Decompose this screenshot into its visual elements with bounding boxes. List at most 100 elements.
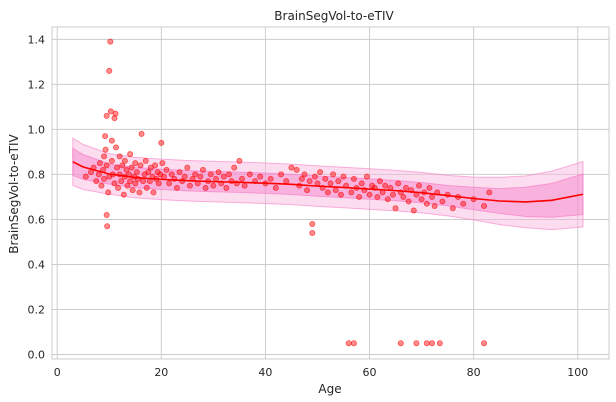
data-point bbox=[395, 180, 402, 187]
data-point bbox=[278, 171, 285, 178]
data-point bbox=[283, 178, 290, 185]
data-point bbox=[397, 340, 404, 347]
data-point bbox=[104, 223, 111, 230]
data-point bbox=[202, 184, 209, 191]
data-point bbox=[322, 175, 329, 182]
x-tick-label: 40 bbox=[258, 366, 272, 379]
data-point bbox=[132, 160, 139, 167]
data-point bbox=[324, 189, 331, 196]
grid bbox=[52, 27, 609, 359]
data-point bbox=[241, 182, 248, 189]
data-point bbox=[159, 160, 166, 167]
data-point bbox=[439, 198, 446, 205]
data-point bbox=[108, 157, 115, 164]
data-point bbox=[98, 182, 105, 189]
data-point bbox=[267, 175, 274, 182]
data-point bbox=[330, 171, 337, 178]
data-point bbox=[107, 108, 114, 115]
data-point bbox=[210, 182, 217, 189]
x-tick-label: 20 bbox=[154, 366, 168, 379]
data-point bbox=[348, 189, 355, 196]
y-tick-label: 0.4 bbox=[28, 258, 46, 271]
data-point bbox=[340, 173, 347, 180]
data-point bbox=[82, 173, 89, 180]
data-point bbox=[335, 178, 342, 185]
data-point bbox=[423, 200, 430, 207]
plot-frame bbox=[51, 26, 610, 360]
data-point bbox=[374, 193, 381, 200]
data-point bbox=[168, 171, 175, 178]
data-point bbox=[304, 187, 311, 194]
data-point bbox=[207, 171, 214, 178]
data-point bbox=[158, 139, 165, 146]
x-tick-label: 0 bbox=[54, 366, 61, 379]
data-point bbox=[410, 207, 417, 214]
data-point bbox=[133, 169, 140, 176]
data-point bbox=[288, 164, 295, 171]
data-point bbox=[392, 205, 399, 212]
data-point bbox=[332, 187, 339, 194]
data-point bbox=[460, 200, 467, 207]
data-point bbox=[127, 178, 134, 185]
y-axis-label: BrainSegVol-to-eTIV bbox=[7, 134, 21, 254]
data-point bbox=[225, 171, 232, 178]
data-point bbox=[481, 202, 488, 209]
data-point bbox=[384, 196, 391, 203]
data-point bbox=[166, 180, 173, 187]
data-point bbox=[382, 182, 389, 189]
data-point bbox=[136, 189, 143, 196]
data-point bbox=[293, 166, 300, 173]
data-point bbox=[215, 169, 222, 176]
data-point bbox=[132, 180, 139, 187]
data-point bbox=[103, 211, 110, 218]
data-point bbox=[143, 184, 150, 191]
data-point bbox=[142, 157, 149, 164]
data-point bbox=[111, 115, 118, 122]
data-point bbox=[106, 67, 113, 74]
y-tick-label: 1.4 bbox=[28, 33, 46, 46]
data-point bbox=[337, 191, 344, 198]
data-point bbox=[405, 198, 412, 205]
data-point bbox=[301, 171, 308, 178]
data-point bbox=[192, 171, 199, 178]
data-point bbox=[400, 193, 407, 200]
data-point bbox=[298, 175, 305, 182]
data-point bbox=[426, 184, 433, 191]
x-tick-label: 80 bbox=[467, 366, 481, 379]
data-point bbox=[95, 171, 102, 178]
data-point bbox=[327, 180, 334, 187]
data-point bbox=[102, 146, 109, 153]
y-tick-label: 0.0 bbox=[28, 348, 46, 361]
axes bbox=[51, 26, 610, 360]
data-point bbox=[231, 164, 238, 171]
data-point bbox=[121, 157, 128, 164]
data-point bbox=[113, 144, 120, 151]
x-tick-label: 100 bbox=[567, 366, 588, 379]
data-point bbox=[246, 171, 253, 178]
data-point bbox=[129, 187, 136, 194]
data-point bbox=[345, 340, 352, 347]
data-point bbox=[101, 153, 108, 160]
data-point bbox=[105, 189, 112, 196]
data-point bbox=[152, 162, 159, 169]
data-point bbox=[449, 205, 456, 212]
data-point bbox=[102, 133, 109, 140]
data-point bbox=[150, 189, 157, 196]
data-point bbox=[413, 340, 420, 347]
data-point bbox=[272, 184, 279, 191]
chart-title: BrainSegVol-to-eTIV bbox=[274, 9, 394, 23]
data-point bbox=[160, 173, 167, 180]
y-tick-label: 1.0 bbox=[28, 123, 46, 136]
data-point bbox=[119, 162, 126, 169]
data-point bbox=[197, 173, 204, 180]
data-point bbox=[137, 162, 144, 169]
data-point bbox=[103, 112, 110, 119]
data-point bbox=[212, 175, 219, 182]
data-point bbox=[115, 184, 122, 191]
data-point bbox=[120, 191, 127, 198]
data-point bbox=[402, 184, 409, 191]
data-point bbox=[163, 166, 170, 173]
data-point bbox=[309, 229, 316, 236]
